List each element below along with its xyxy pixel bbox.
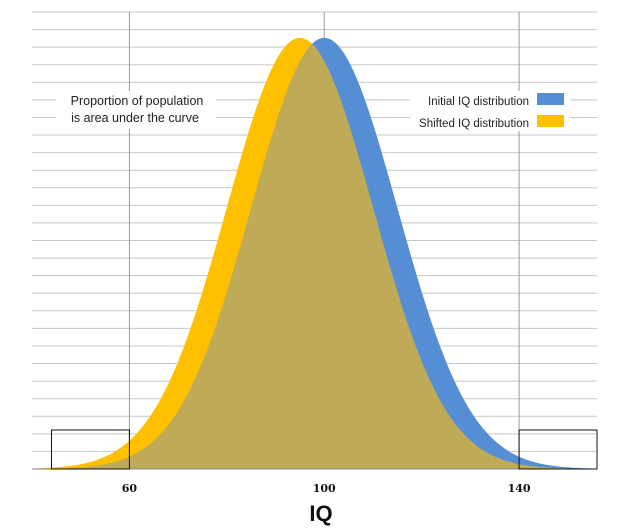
legend-swatch-shifted [537, 115, 564, 127]
x-tick-label: 100 [313, 482, 336, 495]
right-tail-box [518, 429, 598, 470]
tail-highlight-boxes [50, 429, 598, 470]
area-overlap [32, 43, 597, 470]
x-axis-label: IQ [309, 501, 332, 526]
x-tick-labels: 60 100 140 [122, 482, 531, 495]
x-tick-label: 60 [122, 482, 138, 495]
distribution-areas [32, 37, 597, 470]
x-tick-label: 140 [508, 482, 531, 495]
legend-swatch-initial [537, 93, 564, 105]
annotation-background [56, 91, 216, 129]
legend-label-shifted: Shifted IQ distribution [419, 118, 529, 130]
left-tail-box [50, 429, 130, 470]
legend-label-initial: Initial IQ distribution [428, 96, 529, 108]
annotation-line-1: Proportion of population [71, 94, 204, 108]
legend: Initial IQ distribution Shifted IQ distr… [410, 91, 570, 131]
annotation-line-2: is area under the curve [71, 111, 199, 125]
